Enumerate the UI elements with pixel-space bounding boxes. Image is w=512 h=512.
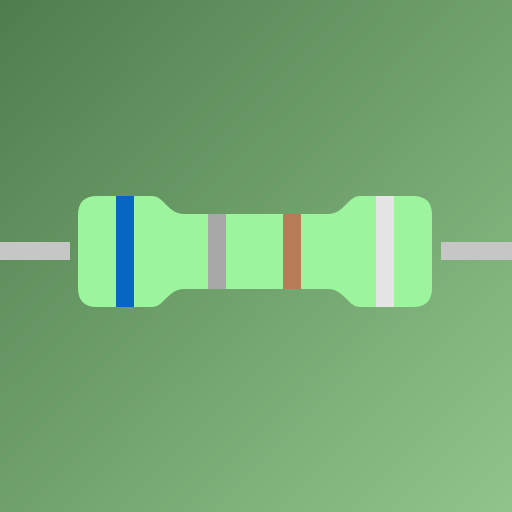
resistor-band-multiplier <box>283 214 301 289</box>
resistor-band-second <box>208 214 226 289</box>
resistor-lead-left <box>0 242 70 260</box>
resistor-band-tolerance <box>376 196 394 307</box>
resistor-body <box>78 196 432 307</box>
resistor-lead-right <box>441 242 512 260</box>
resistor-band-first <box>116 196 134 307</box>
